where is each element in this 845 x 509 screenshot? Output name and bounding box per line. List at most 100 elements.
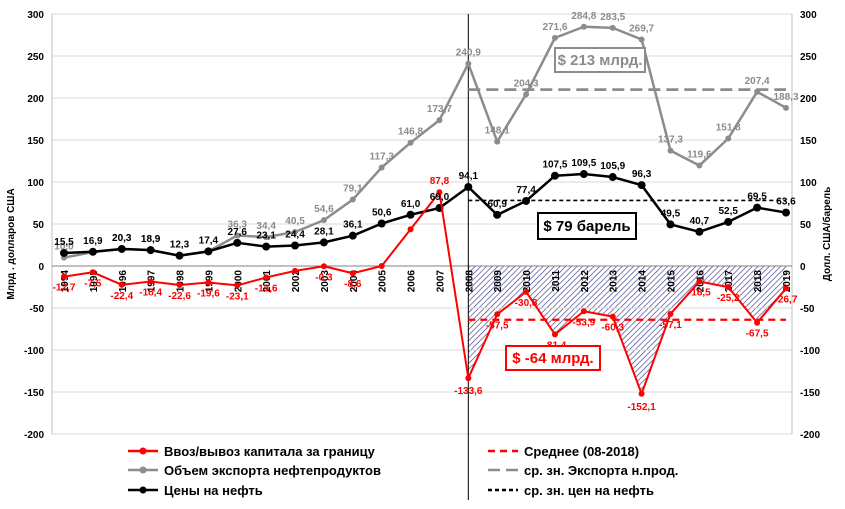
oil-price-point	[262, 242, 271, 251]
capital-flow-point	[234, 282, 241, 289]
series-lines	[60, 23, 790, 397]
capital-flow-data-label: -7,5	[84, 278, 102, 289]
gridlines	[52, 13, 792, 435]
x-category-label: 1994	[60, 270, 71, 293]
capital-flow-data-label: -8,6	[344, 279, 362, 290]
export-point	[638, 36, 645, 43]
export-data-label: 79,1	[343, 184, 363, 195]
y2-tick-label: -200	[800, 430, 820, 441]
capital-flow-data-label: -26,7	[775, 294, 798, 305]
y2-tick-label: 0	[800, 262, 806, 273]
oil-price-data-label: 49,5	[661, 208, 681, 219]
export-data-label: 240,9	[456, 48, 481, 59]
capital-flow-data-label: -23,1	[226, 291, 249, 302]
capital-flow-data-label: -18,4	[139, 287, 162, 298]
oil-price-data-label: 52,5	[719, 206, 739, 217]
annotation-capital-mean-box	[505, 345, 601, 371]
export-point	[407, 139, 414, 146]
capital-flow-point	[783, 285, 789, 292]
capital-flow-data-label: -25,2	[717, 293, 740, 304]
export-data-label: 204,3	[514, 78, 539, 89]
capital-flow-point	[176, 281, 183, 288]
x-category-label: 2007	[435, 270, 446, 293]
y-tick-label: 200	[27, 94, 44, 105]
legend: Ввоз/вывоз капитала за границу Объем эксп…	[128, 444, 678, 498]
export-point	[234, 232, 241, 239]
export-data-label: 18,9	[141, 234, 161, 245]
oil-price-point	[406, 210, 415, 219]
export-point	[263, 234, 270, 241]
annotation-oil-mean-text: $ 79 барель	[543, 218, 630, 235]
x-category-label: 2002	[291, 270, 302, 293]
oil-price-point	[464, 182, 473, 191]
export-data-label: 173,7	[427, 104, 452, 115]
export-data-label: 269,7	[629, 23, 654, 34]
oil-price-point	[146, 246, 155, 255]
capital-flow-point	[205, 279, 212, 286]
y-tick-label: 150	[27, 136, 44, 147]
oil-price-data-label: 107,5	[542, 160, 567, 171]
oil-price-data-label: 96,3	[632, 169, 652, 180]
export-data-label: 207,4	[745, 76, 770, 87]
capital-flow-point	[89, 269, 96, 276]
y-tick-label: -200	[24, 430, 44, 441]
legend-capital-flow-marker	[139, 447, 147, 455]
oil-price-data-label: 40,7	[690, 216, 710, 227]
x-category-label: 2018	[753, 270, 764, 293]
export-point	[523, 91, 530, 98]
y2-tick-label: 50	[800, 220, 812, 231]
capital-flow-point	[349, 270, 356, 277]
oil-price-point	[291, 241, 300, 250]
x-category-label: 2015	[666, 270, 677, 293]
oil-price-data-label: 12,3	[170, 240, 190, 251]
export-data-label: 271,6	[542, 22, 567, 33]
x-category-label: 2003	[320, 270, 331, 293]
export-point	[667, 147, 674, 154]
export-data-label: 284,8	[571, 11, 596, 22]
oil-price-data-label: 16,9	[83, 236, 103, 247]
x-category-label: 2008	[464, 270, 475, 293]
x-category-label: 2019	[782, 270, 793, 293]
y2-tick-label: -100	[800, 346, 820, 357]
oil-price-data-label: 60,9	[487, 199, 507, 210]
capital-flow-data-label: -53,9	[572, 317, 595, 328]
capital-flow-point	[494, 311, 501, 318]
capital-flow-point	[436, 189, 443, 196]
oil-price-point	[175, 251, 184, 260]
oil-price-point	[695, 227, 704, 236]
oil-price-data-label: 27,6	[228, 227, 248, 238]
x-category-label: 2005	[378, 270, 389, 293]
x-category-label: 1998	[176, 270, 187, 293]
export-data-label: 137,3	[658, 135, 683, 146]
oil-price-data-label: 105,9	[600, 161, 625, 172]
y2-tick-label: 200	[800, 94, 817, 105]
export-point	[292, 228, 299, 235]
oil-price-data-label: 20,3	[112, 233, 132, 244]
y-axis-title: Млрд . долларов США	[6, 188, 17, 299]
legend-capital-mean-label: Среднее (08-2018)	[524, 444, 639, 459]
capital-flow-line	[63, 191, 787, 395]
y-tick-label: 300	[27, 10, 44, 21]
export-data-label: 146,8	[398, 127, 423, 138]
export-point	[349, 196, 356, 203]
y2-tick-label: -150	[800, 388, 820, 399]
export-data-label: 20,3	[112, 233, 132, 244]
oil-price-point	[724, 217, 733, 226]
capital-flow-data-label: -22,4	[110, 291, 133, 302]
y-tick-label: 50	[33, 220, 45, 231]
legend-oil-price-label: Цены на нефть	[164, 483, 263, 498]
capital-flow-point	[725, 284, 732, 291]
oil-price-data-label: 69,5	[747, 192, 767, 203]
y2-axis-title: Долл. США/барель	[821, 187, 833, 282]
oil-price-data-label: 23,1	[256, 231, 276, 242]
oil-price-point	[579, 170, 588, 179]
export-data-label: 34,4	[256, 221, 276, 232]
capital-flow-data-label: -22,6	[168, 291, 191, 302]
annotation-oil-mean-box	[537, 212, 637, 240]
hatched-area-layer	[468, 266, 786, 394]
export-point	[783, 104, 789, 111]
capital-flow-data-label: -133,6	[454, 386, 483, 397]
x-category-label: 2000	[233, 270, 244, 293]
legend-export-mean-label: ср. зн. Экспорта н.прод.	[524, 463, 678, 478]
